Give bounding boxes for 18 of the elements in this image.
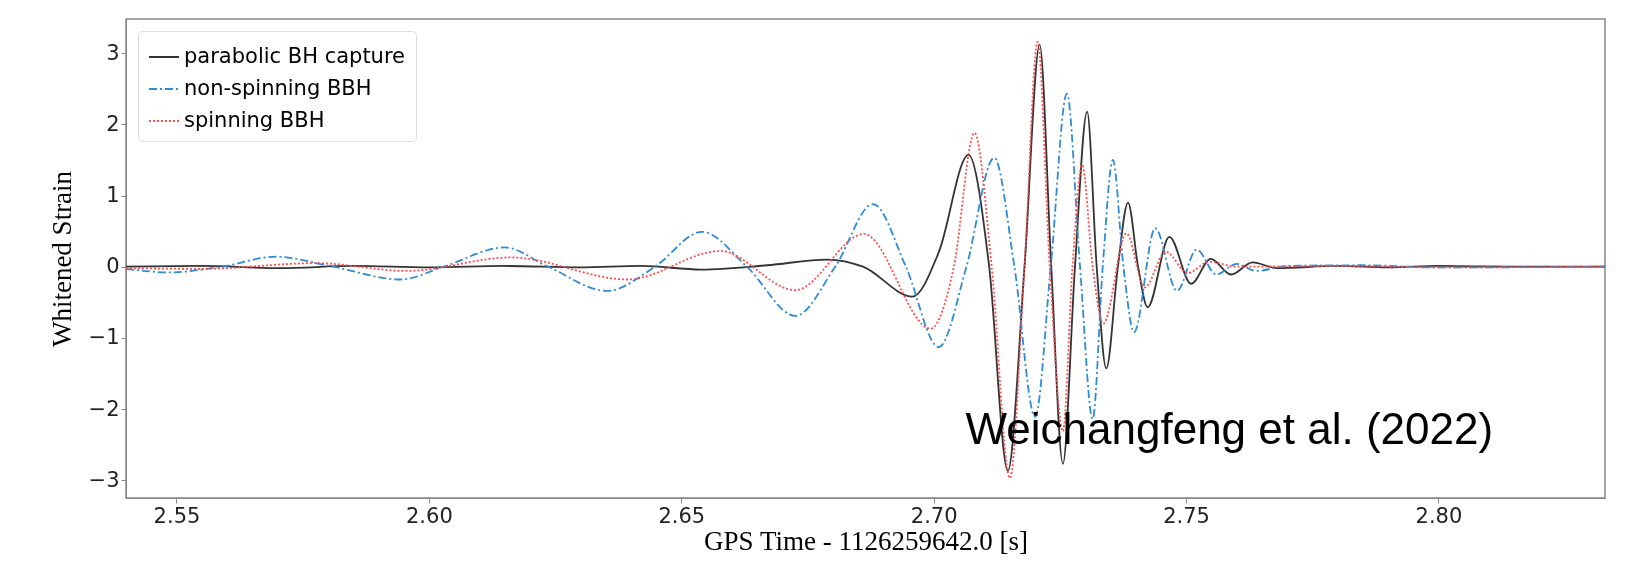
y-tick-label: −1	[88, 325, 120, 350]
y-tick-label: −3	[88, 467, 120, 492]
legend-label: non-spinning BBH	[184, 76, 372, 100]
x-tick-label: 2.80	[1415, 503, 1463, 528]
x-tick-label: 2.75	[1163, 503, 1210, 528]
y-axis-title: Whitened Strain	[46, 170, 77, 348]
y-tick-label: 0	[106, 254, 120, 279]
legend-label: spinning BBH	[184, 108, 325, 132]
y-tick-label: 3	[106, 40, 120, 65]
y-tick-label: −2	[88, 396, 120, 421]
x-tick-label: 2.60	[405, 503, 453, 528]
x-tick-label: 2.65	[658, 503, 706, 528]
legend-label: parabolic BH capture	[184, 44, 406, 68]
x-axis-title: GPS Time - 1126259642.0 [s]	[704, 525, 1028, 556]
y-tick-label: 1	[106, 183, 120, 208]
x-tick-label: 2.70	[910, 503, 958, 528]
y-tick-label: 2	[106, 111, 120, 136]
x-tick-label: 2.55	[153, 503, 201, 528]
